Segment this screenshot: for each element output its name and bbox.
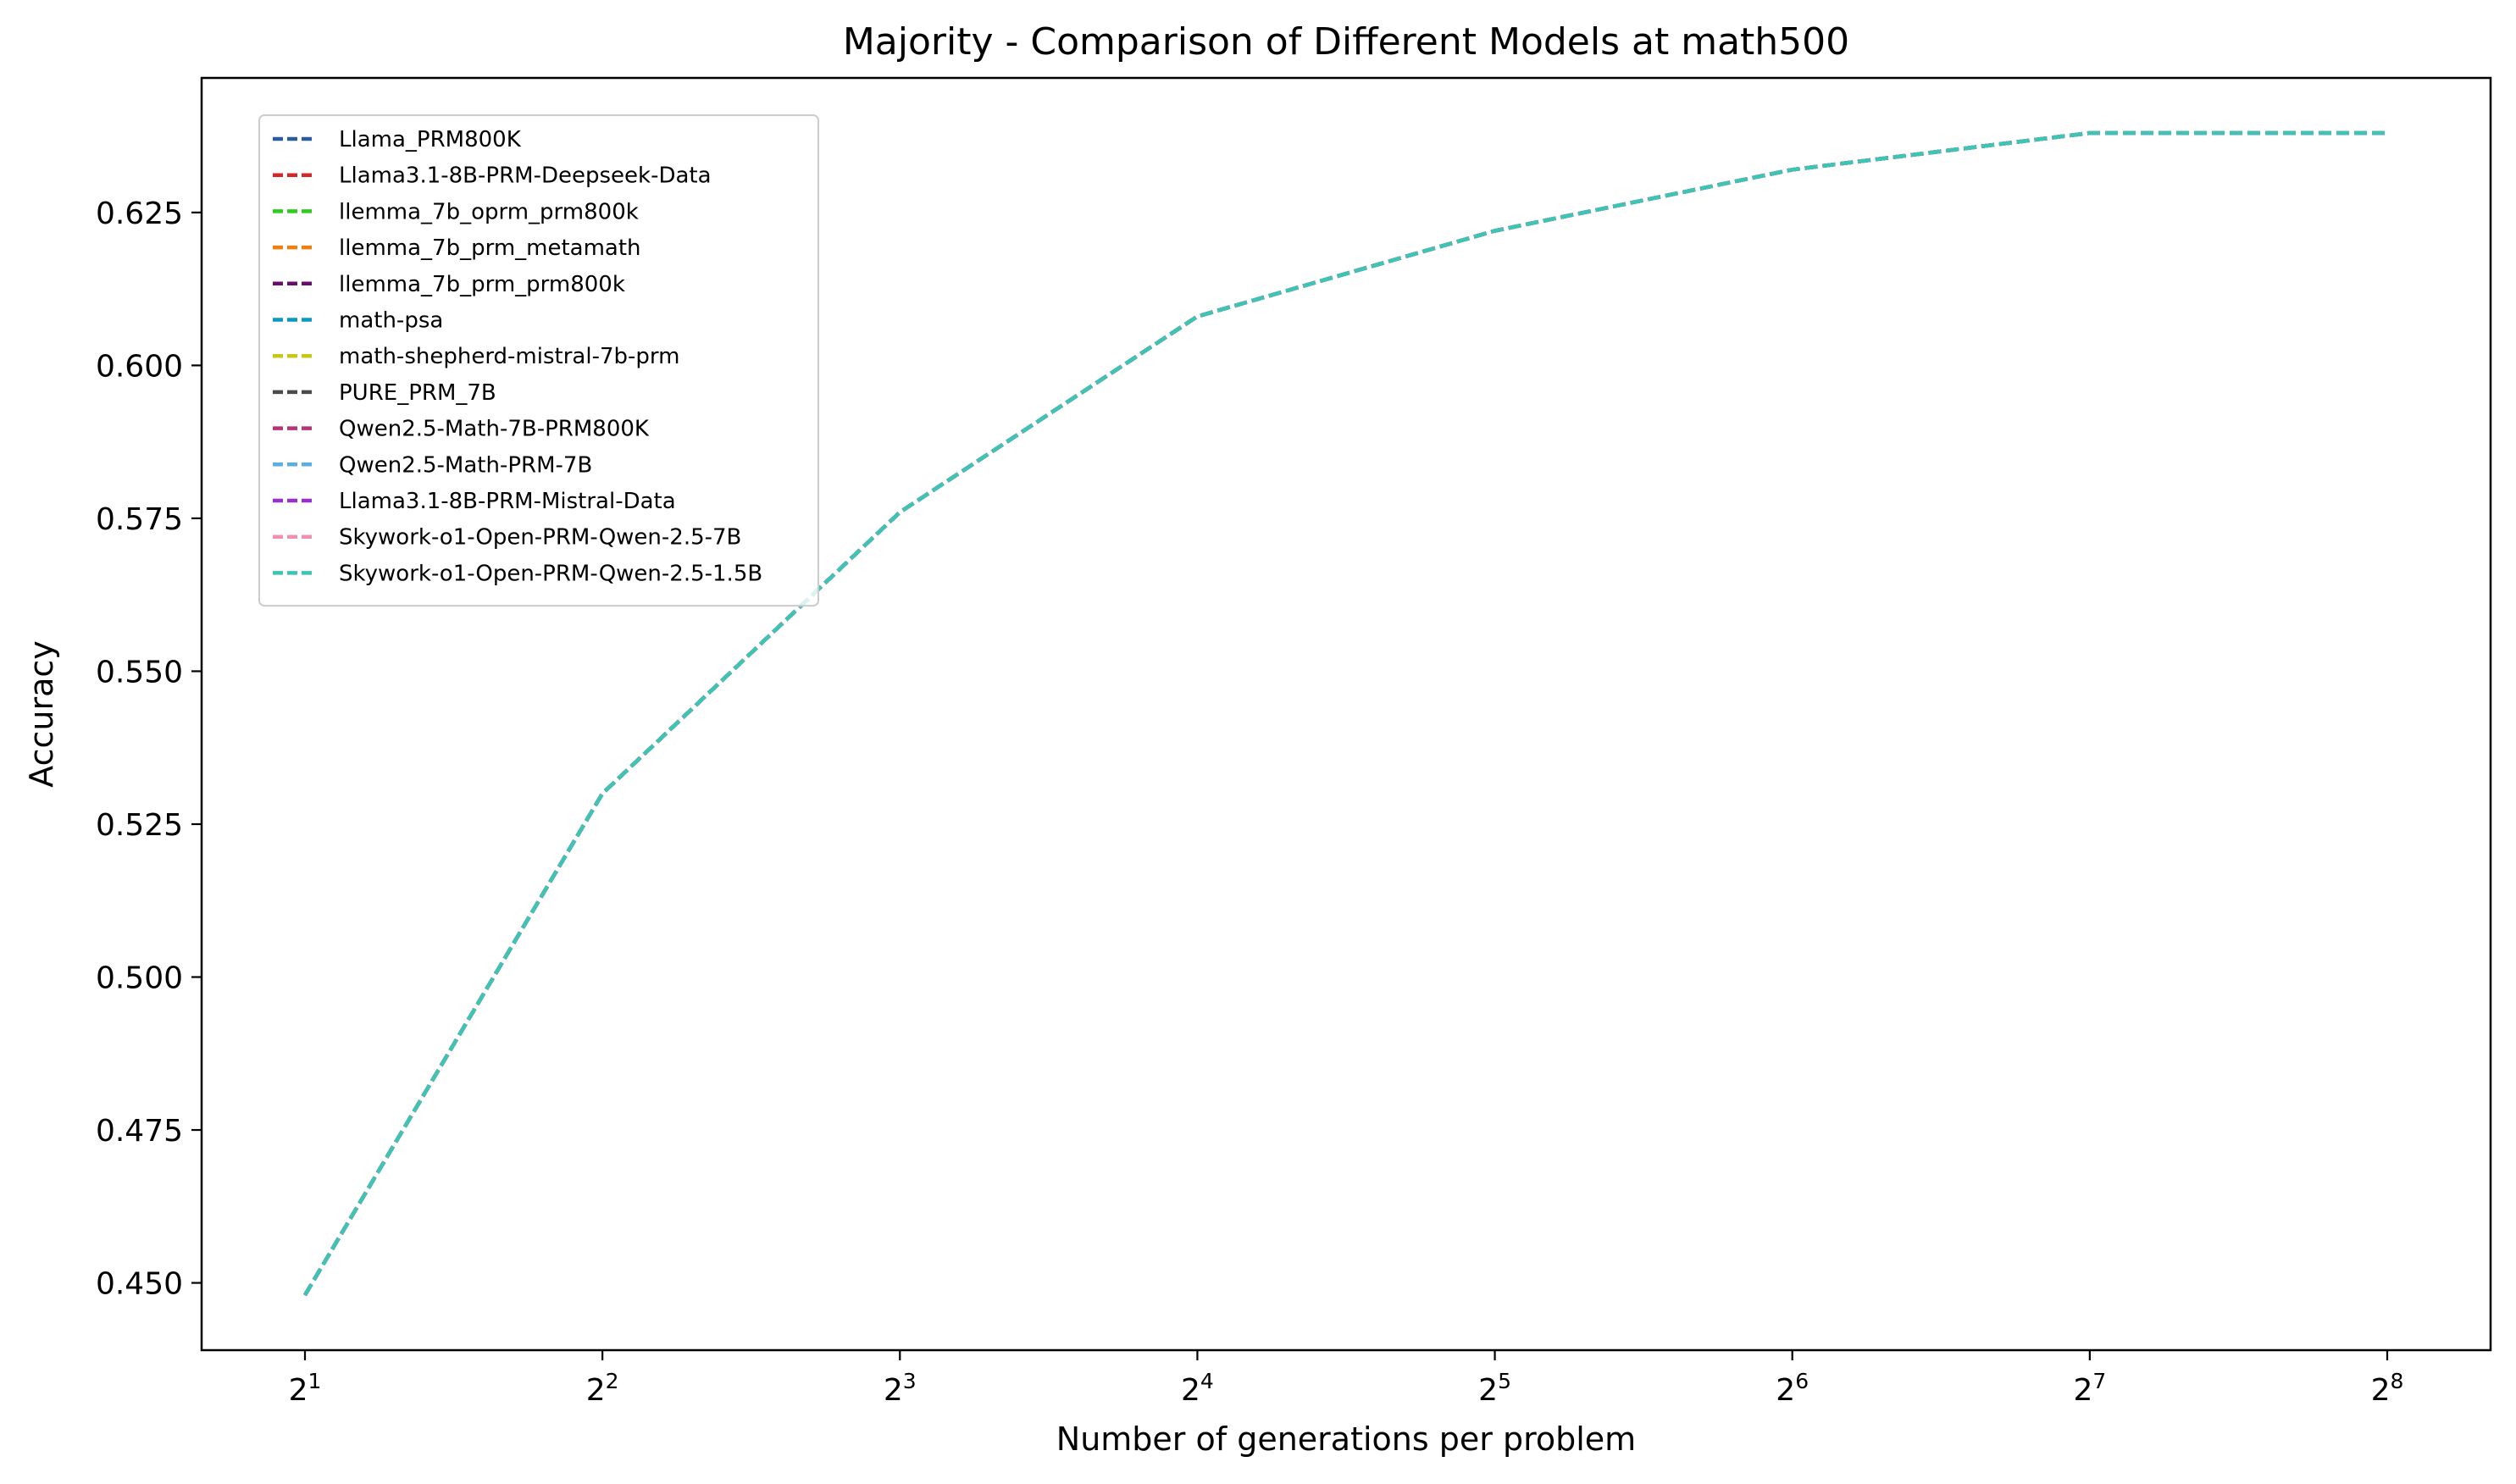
legend-label: Qwen2.5-Math-PRM-7B (339, 452, 592, 478)
x-tick-label: 24 (1181, 1369, 1214, 1408)
legend-label: math-psa (339, 308, 443, 334)
y-tick-label: 0.475 (96, 1114, 183, 1149)
x-tick-label: 23 (884, 1369, 917, 1408)
y-tick-label: 0.525 (96, 808, 183, 843)
legend-label: PURE_PRM_7B (339, 380, 496, 406)
x-tick-label: 26 (1776, 1369, 1809, 1408)
legend-label: llemma_7b_prm_prm800k (339, 272, 625, 297)
legend-box (258, 114, 819, 607)
legend-label: Llama3.1-8B-PRM-Deepseek-Data (339, 163, 712, 189)
legend-label: llemma_7b_prm_metamath (339, 235, 641, 261)
y-tick-label: 0.550 (96, 655, 183, 689)
legend-label: Llama3.1-8B-PRM-Mistral-Data (339, 489, 676, 514)
legend-label: Skywork-o1-Open-PRM-Qwen-2.5-7B (339, 525, 741, 551)
series-layer (303, 130, 2387, 1297)
legend-label: Llama_PRM800K (339, 127, 522, 152)
y-tick-label: 0.500 (96, 961, 183, 996)
y-tick-label: 0.450 (96, 1267, 183, 1302)
chart-title: Majority - Comparison of Different Model… (843, 20, 1849, 64)
y-axis-label: Accuracy (23, 640, 60, 788)
y-tick-label: 0.600 (96, 349, 183, 384)
legend: Llama_PRM800K Llama3.1-8B-PRM-Deepseek-Da… (258, 114, 819, 607)
legend-label: Skywork-o1-Open-PRM-Qwen-2.5-1.5B (339, 561, 762, 586)
series-line-13 (303, 130, 2387, 1297)
legend-label: math-shepherd-mistral-7b-prm (339, 344, 679, 369)
x-tick-label: 21 (289, 1369, 322, 1408)
legend-label: llemma_7b_oprm_prm800k (339, 199, 639, 224)
x-tick-label: 28 (2371, 1369, 2404, 1408)
x-tick-label: 22 (586, 1369, 619, 1408)
legend-label: Qwen2.5-Math-7B-PRM800K (339, 417, 650, 442)
plot-frame (200, 76, 2492, 1352)
x-tick-label: 25 (1478, 1369, 1511, 1408)
x-tick-label: 27 (2073, 1369, 2106, 1408)
y-tick-label: 0.575 (96, 502, 183, 537)
ticks-layer: 21 22 23 24 25 26 27 28 0.450 0.475 0.500 0.525 0.55… (96, 197, 2403, 1408)
x-axis-label: Number of generations per problem (1056, 1420, 1636, 1458)
y-tick-label: 0.625 (96, 197, 183, 231)
